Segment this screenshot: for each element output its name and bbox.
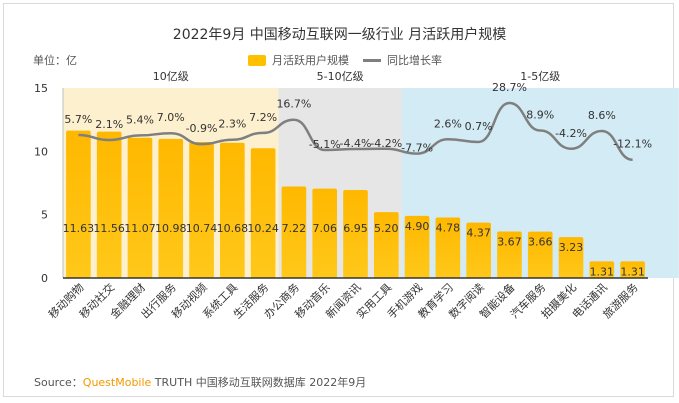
- group-label: 10亿级: [153, 70, 189, 83]
- growth-label: -4.4%: [340, 137, 372, 150]
- bar-value-label: 3.67: [497, 236, 522, 249]
- bar-value-label: 3.66: [528, 236, 553, 249]
- growth-label: 5.7%: [64, 113, 92, 126]
- unit-label: 单位：亿: [33, 54, 77, 67]
- bar-value-label: 4.78: [436, 221, 461, 234]
- growth-label: -12.1%: [613, 138, 652, 151]
- group-label: 5-10亿级: [317, 70, 364, 83]
- legend-bar-label: 月活跃用户规模: [272, 54, 349, 67]
- bar: [527, 231, 553, 278]
- bar: [404, 215, 430, 278]
- bar: [343, 189, 368, 278]
- y-tick-label: 5: [41, 209, 48, 222]
- bar: [66, 130, 91, 278]
- growth-label: -7.7%: [401, 142, 433, 155]
- bar: [373, 212, 399, 278]
- growth-label: 7.0%: [157, 111, 185, 124]
- source-note: Source：QuestMobile TRUTH 中国移动互联网数据库 2022…: [34, 374, 366, 390]
- legend-line-swatch: [363, 58, 381, 62]
- y-tick-label: 0: [41, 272, 48, 285]
- growth-label: 16.7%: [276, 98, 311, 111]
- source-prefix: Source：: [34, 376, 83, 389]
- bar: [435, 217, 461, 278]
- y-tick-label: 10: [34, 145, 48, 158]
- bar-value-label: 5.20: [374, 222, 399, 235]
- growth-label: -5.1%: [309, 138, 341, 151]
- growth-label: 5.4%: [126, 113, 154, 126]
- bar: [281, 186, 307, 278]
- legend: 月活跃用户规模 同比增长率: [248, 52, 442, 68]
- bar-value-label: 7.22: [282, 222, 307, 235]
- group-label: 1-5亿级: [520, 70, 560, 83]
- growth-label: -4.2%: [555, 127, 587, 140]
- bar: [158, 138, 184, 278]
- bar: [497, 231, 522, 278]
- chart-title: 2022年9月 中国移动互联网一级行业 月活跃用户规模: [172, 27, 507, 43]
- bar-value-label: 10.24: [247, 222, 279, 235]
- bar: [189, 141, 214, 278]
- bar-value-label: 4.37: [466, 227, 491, 240]
- source-text: TRUTH 中国移动互联网数据库 2022年9月: [151, 376, 367, 389]
- growth-label: 7.2%: [249, 111, 277, 124]
- bar: [250, 148, 276, 278]
- bar-value-label: 11.56: [93, 222, 125, 235]
- bar: [466, 222, 491, 278]
- bar-value-label: 1.31: [590, 265, 615, 278]
- bar-value-label: 11.63: [63, 222, 95, 235]
- growth-line: [78, 101, 633, 161]
- bar: [558, 237, 584, 278]
- growth-label: 2.1%: [95, 118, 123, 131]
- growth-label: 8.6%: [588, 109, 616, 122]
- bar-value-label: 1.31: [620, 265, 645, 278]
- bar-value-label: 10.74: [186, 222, 218, 235]
- bar-value-label: 10.98: [155, 222, 187, 235]
- growth-label: 0.7%: [465, 120, 493, 133]
- legend-line-label: 同比增长率: [387, 54, 442, 67]
- bar: [589, 261, 615, 278]
- growth-label: 2.3%: [218, 118, 246, 131]
- bar: [312, 188, 338, 278]
- source-brand: QuestMobile: [82, 376, 152, 389]
- growth-label: -0.9%: [186, 122, 218, 135]
- bar: [127, 137, 153, 278]
- bar: [96, 131, 122, 278]
- growth-label: 28.7%: [492, 81, 527, 94]
- bar: [620, 261, 645, 278]
- bar-value-label: 7.06: [312, 222, 337, 235]
- bar-value-label: 11.07: [124, 222, 156, 235]
- bar-value-label: 3.23: [559, 241, 584, 254]
- growth-label: 8.9%: [526, 109, 554, 122]
- bar-value-label: 4.90: [405, 220, 430, 233]
- growth-label: -4.2%: [370, 137, 402, 150]
- bar-value-label: 10.68: [217, 222, 249, 235]
- bar: [220, 142, 245, 278]
- legend-bar-swatch: [248, 54, 266, 66]
- bar-value-label: 6.95: [343, 222, 368, 235]
- y-tick-label: 15: [34, 82, 48, 95]
- growth-label: 2.6%: [434, 117, 462, 130]
